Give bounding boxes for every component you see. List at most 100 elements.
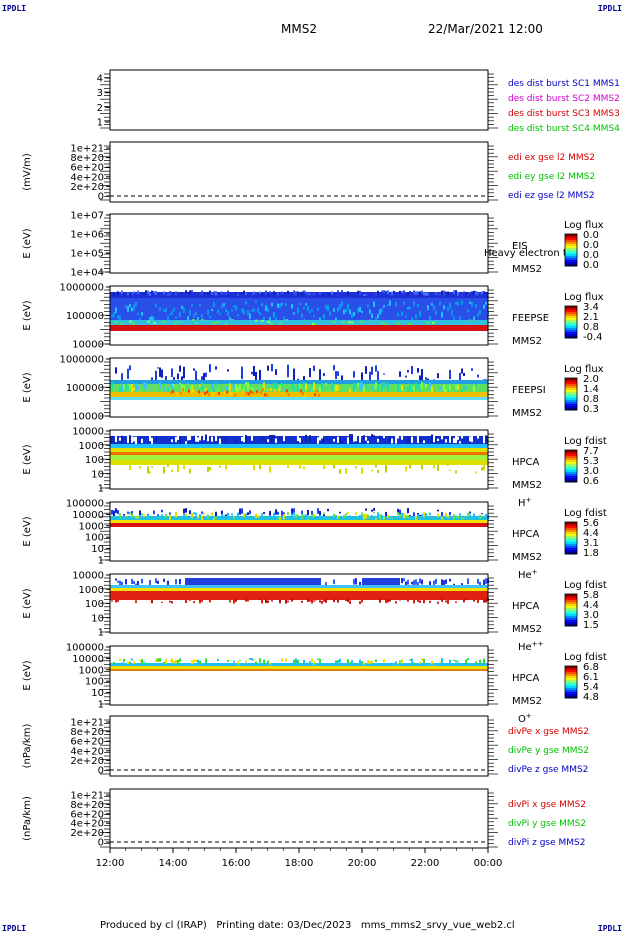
hpca_he-spectrum-speckle: [287, 512, 289, 516]
hpca_he-spectrum-speckle: [111, 509, 113, 515]
feepsi-spectrum-speckle: [335, 384, 337, 392]
hpca_hepp-colorbar-swatch: [565, 594, 577, 597]
feepsi-spectrum-speckle: [481, 368, 483, 376]
hpca_hepp-spectrum-speckle: [399, 598, 401, 601]
hpca_he-spacecraft-label: MMS2: [512, 552, 542, 563]
feepse-spectrum-speckle: [391, 291, 393, 296]
feepsi-spectrum-speckle: [217, 390, 219, 392]
feepsi-spectrum-speckle: [337, 385, 339, 391]
feepse-spectrum-speckle: [209, 316, 211, 319]
feepse-spectrum-speckle: [189, 290, 191, 295]
hpca_hepp-spectrum-speckle: [297, 578, 299, 585]
divpi-ytick-label: 2e+20: [70, 828, 104, 839]
hpca_hepp-spectrum-speckle: [155, 578, 157, 584]
hpca_hepp-spectrum-speckle: [445, 600, 447, 603]
hpca_hepp-spectrum-speckle: [387, 599, 389, 603]
hpca_h-spectrum-speckle: [455, 470, 457, 474]
feepse-spectrum-speckle: [347, 291, 349, 296]
hpca_he-spectrum-speckle: [301, 513, 303, 520]
feepse-spectrum-speckle: [360, 320, 363, 323]
hpca_hepp-spectrum-speckle: [341, 579, 343, 585]
hpca_h-spectrum-speckle: [309, 435, 311, 442]
feepsi-spectrum-speckle: [169, 367, 171, 378]
hpca_hepp-spectrum-speckle: [353, 579, 355, 585]
hpca_h-spectrum-speckle: [333, 438, 335, 442]
feepsi-spectrum-speckle: [131, 375, 133, 380]
hpca_h-spectrum-speckle: [389, 436, 391, 443]
hpca_o-spectrum-speckle: [401, 659, 403, 664]
feepsi-spectrum-speckle: [277, 372, 279, 383]
feepsi-spectrum-speckle: [467, 368, 469, 371]
feepsi-spectrum-speckle: [302, 392, 304, 396]
feepsi-spectrum-speckle: [387, 383, 389, 392]
feepsi-spectrum-speckle: [371, 386, 373, 390]
feepsi-spectrum-speckle: [230, 392, 232, 396]
feepse-spectrum-speckle: [327, 292, 329, 295]
feepse-spectrum-speckle: [167, 316, 169, 323]
divpe-legend-entry: divPe z gse MMS2: [508, 765, 588, 775]
feepse-spectrum-speckle: [387, 290, 389, 295]
hpca_hepp-spectrum-speckle: [359, 581, 361, 586]
feepsi-spectrum-speckle: [252, 391, 254, 395]
hpca_hepp-spectrum-speckle: [287, 600, 289, 603]
hpca_he-spectrum-speckle: [397, 508, 399, 514]
feepse-spectrum-speckle: [195, 311, 197, 315]
hpca_o-spectrum-speckle: [311, 658, 313, 663]
feepsi-spectrum-speckle: [475, 384, 477, 387]
feepse-spectrum-speckle: [439, 301, 441, 306]
feepse-spectrum-speckle: [231, 319, 234, 322]
hpca_hepp-colorbar-swatch: [565, 608, 577, 611]
feepsi-spectrum-speckle: [139, 368, 141, 377]
hpca_hepp-spectrum-speckle: [467, 578, 469, 585]
hpca_hepp-spectrum-speckle: [261, 599, 263, 604]
feepse-spectrum-speckle: [477, 291, 479, 296]
hpca_hepp-spectrum-speckle: [313, 600, 315, 602]
feepse-spectrum-speckle: [191, 290, 193, 293]
feepsi-spectrum-speckle: [173, 376, 175, 380]
hpca_he-spectrum-speckle: [387, 514, 389, 519]
hpca_he-colorbar-swatch: [565, 548, 577, 551]
eis-colorbar-tick: 0.0: [583, 230, 599, 241]
hpca_h-spectrum-speckle: [273, 463, 275, 466]
feepse-spectrum-speckle: [275, 317, 277, 322]
hpca_hepp-spectrum-speckle: [407, 598, 409, 602]
hpca_he-spectrum-speckle: [127, 511, 129, 514]
hpca_he-spectrum-speckle: [139, 510, 141, 517]
feepse-spectrum-speckle: [229, 316, 231, 322]
hpca_hepp-spectrum-speckle: [185, 599, 187, 604]
hpca_h-colorbar-tick: 0.6: [583, 476, 599, 487]
feepse-spectrum-speckle: [401, 311, 403, 317]
hpca_o-spectrum-speckle: [195, 659, 197, 662]
hpca_he-spectrum-speckle: [225, 514, 227, 517]
hpca_he-spectrum-speckle: [191, 512, 193, 518]
feepsi-spectrum-speckle: [206, 390, 208, 394]
hpca_o-spectrum-speckle: [411, 658, 413, 663]
hpca_h-spectrum-speckle: [251, 434, 253, 441]
edi-ytick-label: 4e+20: [70, 172, 104, 183]
feepse-spectrum-speckle: [333, 308, 335, 312]
feepse-spectrum-speckle: [237, 314, 239, 317]
feepse-spectrum-speckle: [399, 321, 402, 324]
hpca_o-spectrum-speckle: [255, 661, 257, 665]
hpca_he-spectrum-speckle: [311, 514, 313, 517]
hpca_h-spectrum-speckle: [351, 434, 353, 442]
hpca_he-spectrum-speckle: [379, 514, 381, 520]
hpca_h-spectrum-speckle: [187, 435, 189, 441]
hpca_hepp-spectrum-speckle: [253, 578, 255, 585]
hpca_hepp-spectrum-speckle: [327, 581, 329, 586]
hpca_h-colorbar-tick: 5.3: [583, 456, 599, 467]
hpca_h-spectrum-speckle: [417, 435, 419, 443]
hpca_he-spectrum-speckle: [277, 511, 279, 515]
hpca_h-ytick-label: 100: [85, 455, 104, 466]
feepsi-spectrum-speckle: [463, 385, 465, 390]
feepsi-spectrum-speckle: [204, 391, 206, 395]
hpca_hepp-spectrum-speckle: [311, 578, 313, 585]
hpca_hepp-spectrum-speckle: [149, 598, 151, 601]
hpca_o-spectrum-speckle: [431, 660, 433, 665]
eis-colorbar-swatch: [565, 240, 577, 243]
feepsi-spectrum-speckle: [361, 382, 363, 389]
hpca_o-spectrum-speckle: [455, 660, 457, 663]
hpca_h-spectrum-speckle: [339, 469, 341, 474]
feepsi-colorbar-swatch: [565, 406, 577, 409]
feepsi-spectrum-speckle: [275, 369, 277, 375]
